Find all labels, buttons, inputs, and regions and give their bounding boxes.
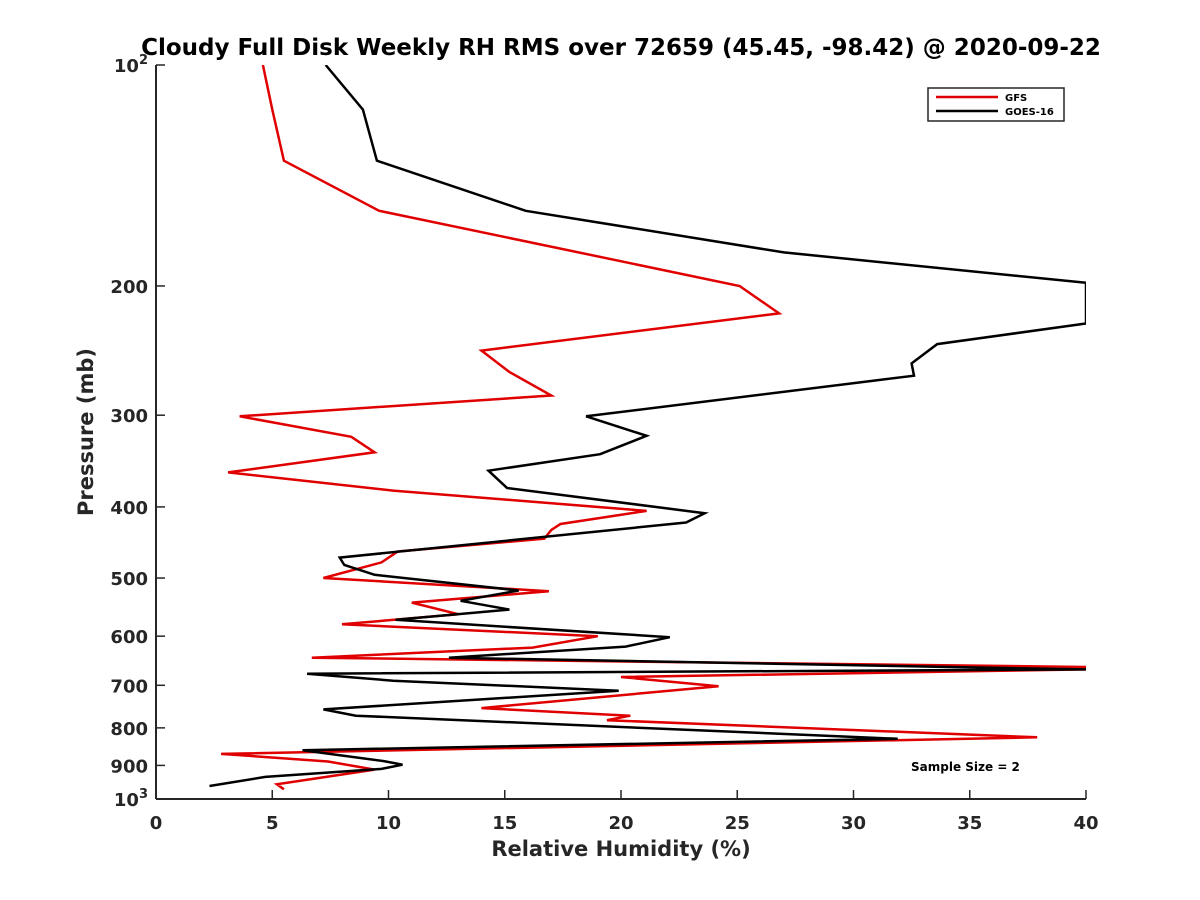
y-tick-label: 102 [114,53,148,77]
x-axis-label: Relative Humidity (%) [491,837,750,861]
legend: GFS GOES-16 [927,87,1065,122]
x-tick-label: 5 [266,813,279,834]
y-tick-label: 800 [110,719,148,740]
y-axis-label: Pressure (mb) [74,348,98,516]
x-tick-label: 20 [608,813,633,834]
chart-title: Cloudy Full Disk Weekly RH RMS over 7265… [141,35,1101,61]
y-tick-label: 500 [110,569,148,590]
series-layer [209,65,1086,791]
y-tick-label: 103 [114,787,148,811]
x-tick-label: 40 [1073,813,1098,834]
y-ticks: 102 200 300 400 500 600 700 800 900 103 [110,53,165,811]
x-tick-label: 25 [725,813,750,834]
x-ticks: 0 5 10 15 20 25 30 35 40 [150,790,1099,834]
x-tick-label: 10 [376,813,401,834]
legend-label-gfs: GFS [1005,93,1027,104]
series-line-gfs [221,65,1086,791]
legend-label-goes16: GOES-16 [1005,107,1054,118]
x-tick-label: 0 [150,813,163,834]
y-tick-label: 900 [110,756,148,777]
legend-box [927,87,1065,122]
y-tick-label: 300 [110,406,148,427]
x-tick-label: 30 [841,813,866,834]
series-line-goes-16 [209,65,1086,788]
y-tick-label: 700 [110,676,148,697]
y-tick-label: 400 [110,498,148,519]
y-tick-label: 600 [110,627,148,648]
sample-size-annotation: Sample Size = 2 [911,760,1020,774]
x-tick-label: 15 [492,813,517,834]
x-tick-label: 35 [957,813,982,834]
y-tick-label: 200 [110,277,148,298]
